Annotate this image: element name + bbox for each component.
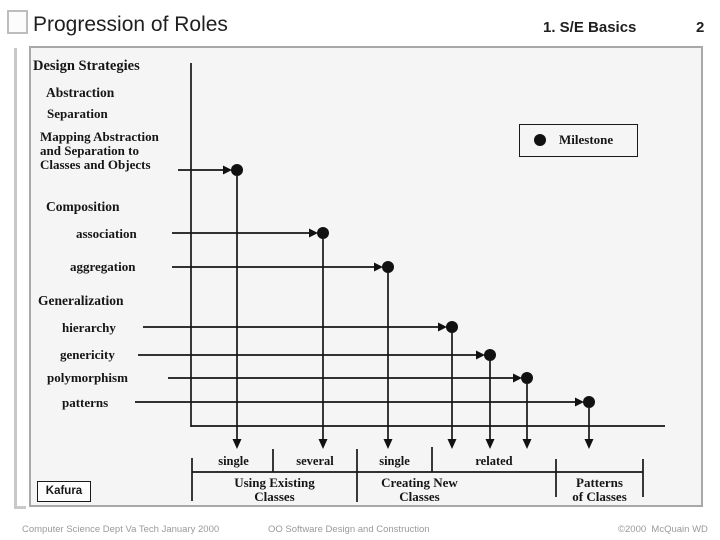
label-mapping: Mapping Abstraction and Separation to Cl… <box>40 130 159 172</box>
footer-center: OO Software Design and Construction <box>268 524 430 535</box>
group-label-line1: Creating New <box>381 475 458 490</box>
footer-left: Computer Science Dept Va Tech January 20… <box>22 524 220 535</box>
group-creating-new-classes: Creating New Classes <box>357 476 482 503</box>
group-patterns-of-classes: Patterns of Classes <box>556 476 643 503</box>
footer-right: ©2000 McQuain WD <box>618 524 708 535</box>
label-mapping-line1: Mapping Abstraction <box>40 129 159 144</box>
label-aggregation: aggregation <box>70 259 136 274</box>
page-title: Progression of Roles <box>33 13 228 36</box>
label-generalization: Generalization <box>38 293 124 308</box>
header-page-number: 2 <box>696 19 705 36</box>
group-label-line2: Classes <box>254 488 295 504</box>
category-several: several <box>296 454 334 468</box>
group-label-line2: of Classes <box>572 488 627 504</box>
label-composition: Composition <box>46 199 120 214</box>
label-hierarchy: hierarchy <box>62 320 116 335</box>
diagram-heading: Design Strategies <box>33 58 140 74</box>
label-association: association <box>76 226 137 241</box>
corner-square-decoration <box>7 10 28 34</box>
header-section-label: 1. S/E Basics <box>543 19 637 36</box>
label-mapping-line3: Classes and Objects <box>40 157 151 172</box>
group-label-line2: Classes <box>399 488 440 504</box>
content-frame <box>29 46 703 507</box>
label-mapping-line2: and Separation to <box>40 143 139 158</box>
category-single-2: single <box>379 454 410 468</box>
label-patterns: patterns <box>62 395 109 410</box>
category-single-1: single <box>218 454 249 468</box>
label-genericity: genericity <box>60 347 115 362</box>
label-polymorphism: polymorphism <box>47 370 128 385</box>
legend-label: Milestone <box>559 132 614 147</box>
category-related: related <box>475 454 513 468</box>
group-label-line1: Using Existing <box>234 475 315 490</box>
author-box: Kafura <box>37 481 91 502</box>
group-using-existing-classes: Using Existing Classes <box>192 476 357 503</box>
author-label: Kafura <box>45 485 83 497</box>
label-abstraction: Abstraction <box>46 85 115 100</box>
group-label-line1: Patterns <box>576 475 623 490</box>
legend-box: Milestone <box>519 124 638 157</box>
label-separation: Separation <box>47 106 108 121</box>
left-rule-decoration <box>14 48 26 509</box>
milestone-dot-icon <box>534 134 546 146</box>
